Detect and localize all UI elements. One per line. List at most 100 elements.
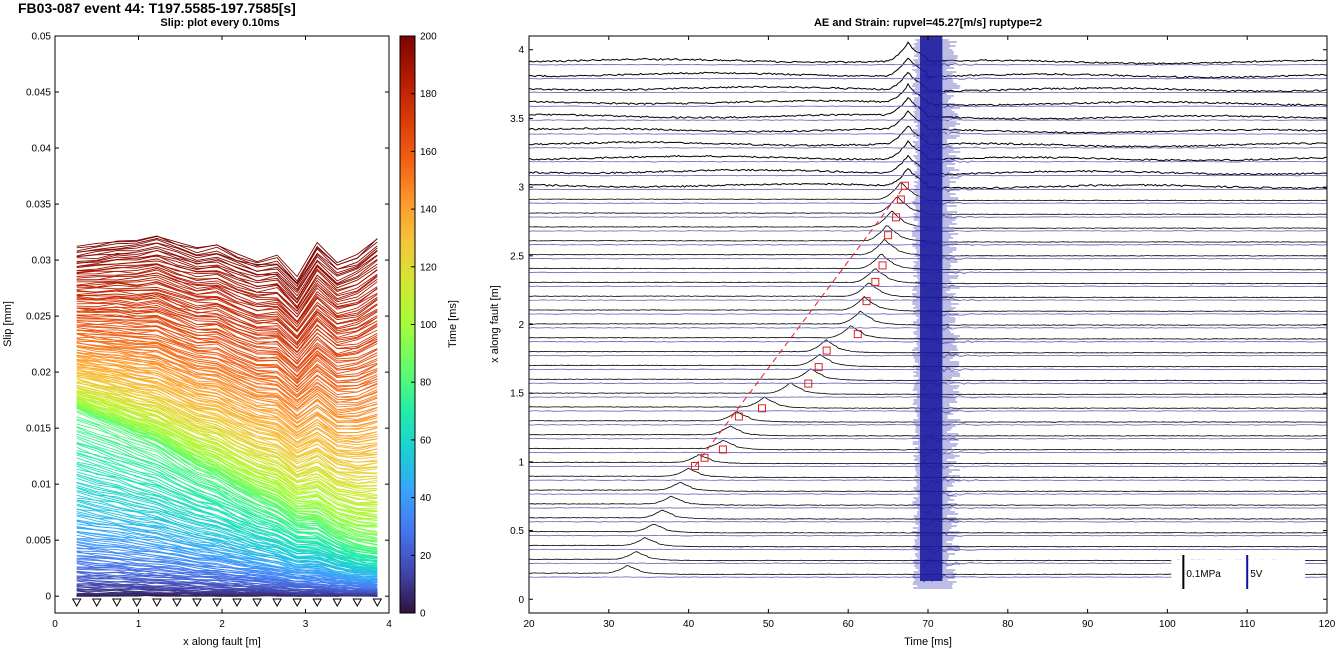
sensor-marker [131, 598, 142, 608]
slip-x-tick-label: 2 [219, 619, 225, 630]
slip-curve [76, 358, 378, 434]
ae-y-axis: 0 0.5 1 1.5 2 2.5 3 3.5 4 [510, 45, 1327, 606]
rupture-pick [734, 412, 743, 421]
slip-curves [76, 235, 378, 597]
colorbar-tick-label: 200 [420, 32, 437, 43]
rupture-pick [700, 453, 709, 462]
slip-chart-title: Slip: plot every 0.10ms [160, 17, 279, 29]
colorbar-tick-label: 160 [420, 147, 437, 158]
sensor-marker [232, 598, 242, 608]
slip-curve [76, 454, 378, 560]
rupture-pick [718, 445, 727, 454]
slip-curve [76, 473, 378, 564]
slip-curve [76, 525, 378, 580]
slip-curve [76, 486, 378, 569]
slip-curve [76, 266, 378, 312]
slip-curve [76, 531, 378, 581]
slip-curve [76, 352, 378, 421]
slip-curve [76, 521, 378, 579]
slip-curve [76, 329, 378, 387]
colorbar-tick-label: 40 [420, 493, 432, 504]
ae-x-tick-label: 20 [523, 619, 535, 630]
ae-x-tick-label: 90 [1082, 619, 1094, 630]
colorbar-tick-label: 80 [420, 378, 432, 389]
slip-curve [76, 264, 378, 312]
ae-x-tick-label: 60 [843, 619, 855, 630]
colorbar-tick-label: 120 [420, 262, 437, 273]
ae-x-tick-label: 80 [1002, 619, 1014, 630]
ae-y-tick-label: 3 [518, 183, 524, 194]
slip-curve [76, 249, 378, 297]
slip-curve [76, 364, 378, 441]
slip-y-tick-label: 0.05 [32, 32, 52, 43]
ae-y-tick-label: 4 [518, 45, 524, 56]
slip-curve [76, 376, 378, 463]
slip-curve [76, 446, 378, 558]
ae-y-tick-label: 0 [518, 595, 524, 606]
slip-curve [76, 309, 378, 362]
slip-curve [76, 437, 378, 555]
rupture-pick [853, 330, 862, 339]
sensor-marker [71, 598, 82, 608]
slip-curve [76, 300, 378, 353]
slip-curve [76, 473, 378, 565]
slip-curve [76, 523, 378, 578]
slip-curve [76, 354, 378, 428]
slip-curve [76, 423, 378, 552]
ae-y-tick-label: 2.5 [510, 251, 524, 262]
slip-curve [76, 319, 378, 377]
slip-curve [76, 548, 378, 585]
colorbar-label: Time [ms] [447, 300, 459, 348]
slip-curve [76, 235, 378, 282]
ae-burst [912, 36, 961, 589]
ae-y-tick-label: 1.5 [510, 389, 524, 400]
slip-curve [76, 394, 378, 504]
rupture-pick [884, 231, 893, 240]
colorbar-tick-label: 0 [420, 609, 426, 620]
slip-curve [76, 290, 378, 340]
slip-curve [76, 396, 378, 506]
slip-curve [76, 242, 378, 288]
slip-curve [76, 329, 378, 388]
slip-x-tick-label: 3 [303, 619, 309, 630]
slip-curve [76, 340, 378, 403]
slip-curve [76, 340, 378, 401]
rupture-pick [758, 404, 767, 413]
slip-curve [76, 355, 378, 428]
slip-y-tick-label: 0.015 [26, 424, 51, 435]
slip-y-tick-label: 0.035 [26, 200, 51, 211]
rupture-pick [878, 261, 887, 270]
slip-curve [76, 499, 378, 573]
ae-x-tick-label: 110 [1239, 619, 1255, 630]
slip-y-axis: 0 0.005 0.01 0.015 0.02 0.025 0.03 0.035 0.04 0.0… [26, 32, 389, 603]
slip-curve [76, 342, 378, 405]
ae-y-tick-label: 0.5 [510, 526, 524, 537]
slip-curve [76, 295, 378, 347]
slip-curve [76, 294, 378, 344]
slip-curve [76, 352, 378, 422]
sensor-marker [111, 598, 122, 608]
ae-x-tick-label: 50 [763, 619, 775, 630]
slip-curve [76, 272, 378, 318]
slip-curve [76, 380, 378, 473]
ae-y-tick-label: 1 [518, 457, 524, 468]
slip-y-tick-label: 0.025 [26, 312, 51, 323]
rupture-pick [862, 297, 871, 306]
slip-curve [76, 279, 378, 325]
slip-curve [76, 418, 378, 550]
slip-curve [76, 376, 378, 463]
slip-curve [76, 505, 378, 574]
sensor-marker [252, 598, 262, 608]
slip-curve [76, 306, 378, 356]
slip-curve [76, 325, 378, 383]
slip-chart: Slip: plot every 0.10ms 0 1 2 3 4 0 0.005 0.01… [2, 17, 392, 648]
slip-curve [76, 274, 378, 323]
slip-curve [76, 381, 378, 474]
ae-chart-title: AE and Strain: rupvel=45.27[m/s] ruptype… [814, 17, 1042, 29]
ae-x-tick-label: 40 [683, 619, 695, 630]
slip-curve [76, 405, 378, 539]
slip-x-tick-label: 0 [52, 619, 58, 630]
rupture-front-fit [694, 185, 906, 467]
slip-curve [76, 293, 378, 345]
